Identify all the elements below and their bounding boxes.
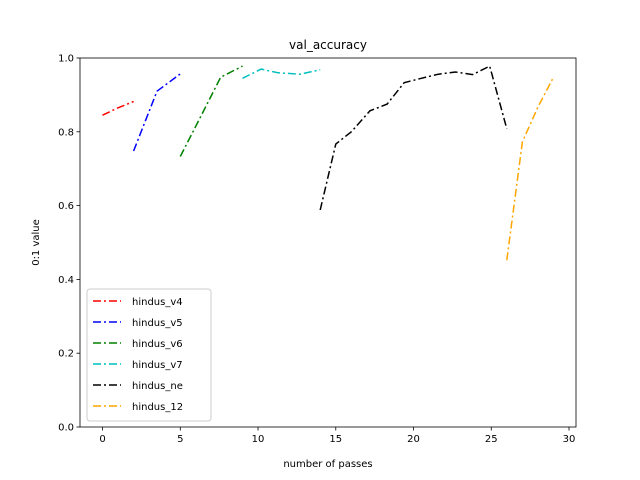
x-axis: 0 5 10 15 20 25 30 — [99, 427, 575, 445]
y-tick-label: 0.0 — [58, 423, 74, 434]
y-tick-label: 0.6 — [58, 201, 74, 212]
legend-label-hindus_v7: hindus_v7 — [132, 360, 183, 371]
x-tick-label: 30 — [563, 434, 576, 445]
chart-title: val_accuracy — [289, 38, 367, 52]
legend-label-hindus_v4: hindus_v4 — [132, 297, 183, 308]
y-tick-label: 1.0 — [58, 54, 74, 65]
y-tick-label: 0.2 — [58, 349, 74, 360]
series-line-hindus_12 — [506, 76, 555, 261]
y-tick-label: 0.4 — [58, 275, 74, 286]
series-line-hindus_v5 — [132, 73, 181, 152]
legend-label-hindus_ne: hindus_ne — [132, 381, 183, 392]
series-line-hindus_v6 — [179, 65, 243, 157]
x-axis-label: number of passes — [283, 459, 372, 470]
legend-label-hindus_v6: hindus_v6 — [132, 339, 183, 350]
legend-box — [86, 288, 212, 422]
y-axis: 0.0 0.2 0.4 0.6 0.8 1.0 — [58, 54, 80, 434]
plot-area — [102, 65, 555, 261]
x-tick-label: 20 — [407, 434, 420, 445]
legend-label-hindus_v5: hindus_v5 — [132, 318, 183, 329]
y-axis-label: 0:1 value — [31, 219, 42, 266]
x-tick-label: 10 — [252, 434, 265, 445]
x-tick-label: 25 — [485, 434, 498, 445]
legend: hindus_v4 hindus_v5 hindus_v6 hindus_v7hind… — [86, 288, 212, 422]
x-tick-label: 0 — [99, 434, 105, 445]
x-tick-label: 5 — [177, 434, 183, 445]
y-tick-label: 0.8 — [58, 127, 74, 138]
x-tick-label: 15 — [329, 434, 342, 445]
series-line-hindus_ne — [319, 65, 508, 211]
legend-label-hindus_12: hindus_12 — [132, 402, 183, 413]
plot-frame — [79, 57, 577, 428]
series-line-hindus_v4 — [102, 100, 134, 116]
series-line-hindus_v7 — [242, 68, 321, 79]
